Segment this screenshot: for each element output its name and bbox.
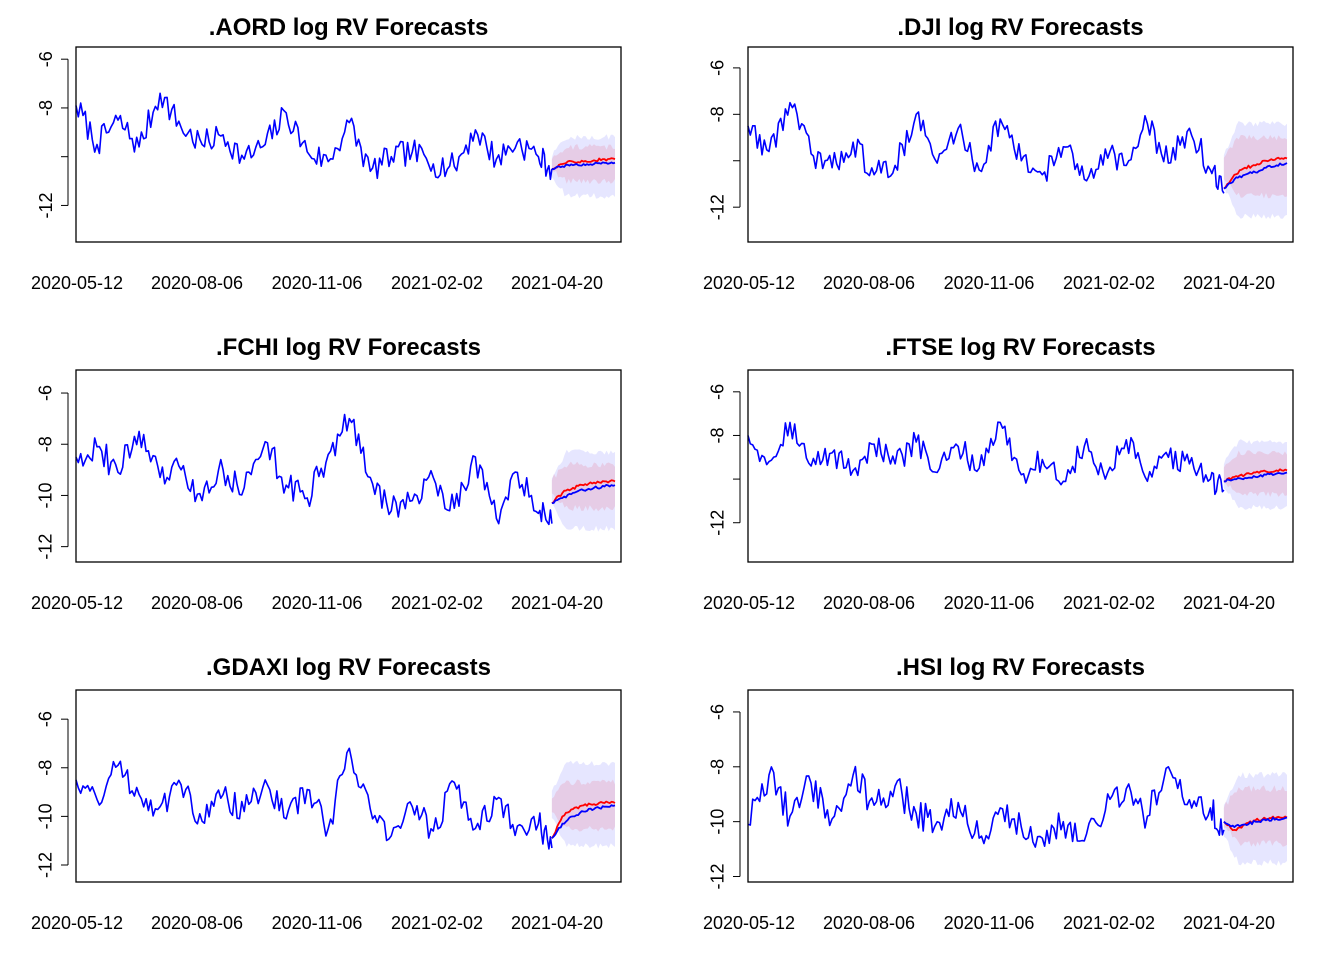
chart-panel: .GDAXI log RV Forecasts -12 -10 -8 -6 2020-05… [31,654,622,933]
forecast-line-blue [1223,816,1288,828]
forecast-line-blue [1223,471,1288,483]
chart-panel: .FTSE log RV Forecasts -12 -8 -6 2020-05-12 2… [703,334,1294,613]
y-tick-label: -12 [708,864,728,890]
chart-title: .DJI log RV Forecasts [897,14,1143,41]
x-tick-label: 2021-02-02 [1063,913,1155,933]
history-line [747,421,1225,496]
x-tick-label: 2020-05-12 [31,593,123,613]
y-tick-label: -8 [36,760,56,776]
x-tick-label: 2021-02-02 [391,593,483,613]
x-tick-label: 2020-11-06 [944,593,1035,613]
forecast-line-blue [551,483,616,504]
x-tick-label: 2021-04-20 [1183,913,1275,933]
x-tick-label: 2020-08-06 [151,273,243,293]
x-tick-label: 2021-04-20 [1183,593,1275,613]
x-tick-label: 2021-04-20 [511,273,603,293]
x-tick-label: 2020-05-12 [703,593,795,613]
plot-frame [75,369,622,563]
x-tick-label: 2020-11-06 [272,273,363,293]
x-tick-label: 2020-11-06 [272,593,363,613]
history-line [747,765,1225,848]
y-tick-label: -12 [708,194,728,220]
y-tick-label: -10 [708,809,728,835]
x-tick-label: 2020-08-06 [151,593,243,613]
y-tick-label: -8 [36,436,56,452]
x-tick-label: 2020-11-06 [944,273,1035,293]
y-tick-label: -6 [36,51,56,67]
x-tick-label: 2021-02-02 [1063,593,1155,613]
x-tick-label: 2020-08-06 [151,913,243,933]
x-tick-label: 2021-02-02 [1063,273,1155,293]
y-tick-label: -12 [36,192,56,218]
chart-title: .HSI log RV Forecasts [896,654,1145,681]
x-tick-label: 2020-08-06 [823,273,915,293]
x-tick-label: 2020-05-12 [31,913,123,933]
x-tick-label: 2020-05-12 [703,273,795,293]
chart-panel: .FCHI log RV Forecasts -12 -10 -8 -6 2020-05-… [31,334,622,613]
chart-title: .GDAXI log RV Forecasts [206,654,491,681]
plot-frame [747,689,1294,883]
forecast-line-red [551,800,616,839]
chart-title: .FTSE log RV Forecasts [885,334,1155,361]
plot-frame [747,369,1294,563]
forecast-line-red [551,479,616,504]
y-tick-label: -10 [36,803,56,829]
plot-frame [75,689,622,883]
forecast-line-red [1223,468,1288,483]
forecast-line-blue [551,161,616,171]
x-tick-label: 2020-08-06 [823,593,915,613]
y-tick-label: -6 [708,384,728,400]
forecast-band [1223,785,1287,847]
x-tick-label: 2020-08-06 [823,913,915,933]
x-tick-label: 2021-02-02 [391,913,483,933]
y-tick-label: -8 [36,100,56,116]
chart-title: .FCHI log RV Forecasts [216,334,481,361]
y-tick-label: -8 [708,106,728,122]
y-tick-label: -8 [708,427,728,443]
forecast-line-red [1223,815,1288,832]
y-tick-label: -6 [36,385,56,401]
x-tick-label: 2020-11-06 [944,913,1035,933]
forecast-band [1223,450,1287,497]
y-tick-label: -12 [708,510,728,536]
history-line [75,92,553,181]
y-tick-label: -6 [708,704,728,720]
forecast-band [551,461,615,512]
y-tick-label: -12 [36,852,56,878]
forecast-line-red [1223,156,1288,190]
forecast-line-blue [551,804,616,839]
chart-panel: .HSI log RV Forecasts -12 -10 -8 -6 2020-05-1… [703,654,1294,933]
x-tick-label: 2020-11-06 [272,913,363,933]
y-tick-label: -10 [36,482,56,508]
chart-panel: .AORD log RV Forecasts -12 -8 -6 2020-05-12 2… [31,14,622,293]
plot-frame [75,46,622,243]
x-tick-label: 2020-05-12 [31,273,123,293]
x-tick-label: 2021-04-20 [511,593,603,613]
forecast-line-red [551,157,616,170]
history-line [75,747,553,850]
x-tick-label: 2021-02-02 [391,273,483,293]
y-tick-label: -12 [36,534,56,560]
chart-title: .AORD log RV Forecasts [209,14,489,41]
x-tick-label: 2021-04-20 [1183,273,1275,293]
y-tick-label: -8 [708,759,728,775]
history-line [75,413,553,526]
x-tick-label: 2021-04-20 [511,913,603,933]
plot-frame [747,46,1294,243]
forecast-band [1223,134,1287,199]
history-line [747,101,1225,194]
y-tick-label: -6 [36,711,56,727]
forecast-line-blue [1223,162,1288,190]
y-tick-label: -6 [708,60,728,76]
x-tick-label: 2020-05-12 [703,913,795,933]
chart-panel: .DJI log RV Forecasts -12 -8 -6 2020-05-12 20… [703,14,1294,293]
